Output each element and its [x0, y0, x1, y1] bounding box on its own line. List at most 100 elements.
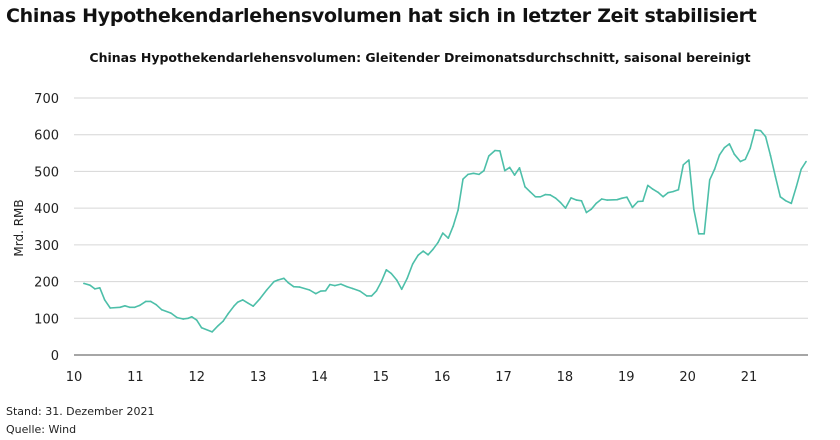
data-point [417, 254, 420, 256]
data-point [606, 199, 609, 201]
data-point [549, 194, 551, 196]
data-point [333, 284, 336, 287]
data-point [682, 164, 685, 166]
footer-date: Stand: 31. Dezember 2021 [6, 405, 155, 418]
data-point [800, 168, 802, 171]
data-point [265, 289, 268, 291]
data-point [513, 174, 516, 176]
data-point [359, 290, 361, 292]
data-point [385, 269, 388, 271]
x-tick-label: 15 [373, 370, 390, 385]
data-point [534, 195, 537, 198]
data-point [657, 191, 659, 194]
data-point [462, 178, 464, 180]
data-point [94, 288, 96, 290]
data-point [554, 197, 557, 200]
data-point [314, 292, 317, 295]
data-point [790, 202, 793, 205]
x-tick-label: 10 [66, 370, 83, 385]
data-point [795, 186, 798, 188]
data-point [149, 300, 152, 303]
data-point [191, 316, 193, 318]
x-tick-label: 12 [188, 370, 205, 385]
chart-title: Chinas Hypothekendarlehensvolumen: Gleit… [89, 50, 751, 65]
data-point [144, 300, 147, 303]
data-point [365, 295, 368, 297]
data-point [346, 285, 348, 288]
data-point [524, 186, 526, 188]
data-point [241, 299, 244, 301]
data-point [590, 208, 593, 211]
data-point [170, 312, 172, 314]
data-point [600, 198, 603, 200]
data-point [437, 241, 439, 244]
data-point [98, 287, 101, 289]
data-point [119, 306, 121, 309]
data-point [176, 316, 178, 319]
data-point [467, 173, 469, 176]
y-axis-label: Mrd. RMB [12, 199, 26, 256]
data-point [494, 149, 496, 152]
x-tick-label: 18 [557, 370, 574, 385]
data-point [211, 331, 213, 333]
data-point [103, 299, 106, 301]
data-point [395, 279, 398, 281]
data-point [585, 211, 588, 214]
data-point [805, 160, 807, 163]
data-point [299, 286, 301, 288]
data-point [441, 232, 444, 234]
data-point [124, 305, 126, 307]
data-point [457, 209, 459, 211]
data-point [422, 250, 424, 252]
data-point [637, 200, 639, 203]
data-point [697, 233, 700, 235]
data-point [222, 320, 224, 323]
data-point [83, 282, 85, 285]
data-point [539, 195, 542, 198]
data-point [651, 188, 654, 190]
data-point [575, 199, 578, 201]
data-point [246, 302, 249, 304]
x-tick-label: 16 [434, 370, 451, 385]
data-point [427, 253, 429, 256]
x-tick-label: 21 [741, 370, 758, 385]
data-point [259, 298, 261, 300]
data-point [138, 304, 141, 307]
y-tick-label: 100 [34, 312, 59, 327]
data-point [503, 169, 506, 172]
y-tick-label: 0 [51, 349, 59, 364]
data-point [646, 184, 649, 187]
data-point [447, 237, 450, 240]
data-point [233, 305, 235, 307]
x-tick-label: 19 [618, 370, 635, 385]
data-point [631, 206, 634, 209]
x-tick-label: 20 [679, 370, 696, 385]
data-point [744, 158, 747, 161]
data-point [779, 195, 782, 198]
data-point [406, 277, 409, 280]
data-point [195, 319, 198, 321]
data-point [728, 143, 731, 145]
page-title: Chinas Hypothekendarlehensvolumen hat si… [6, 5, 757, 27]
data-point [380, 280, 383, 283]
data-point [411, 263, 414, 265]
data-point [217, 324, 220, 327]
data-point [621, 197, 623, 200]
data-point [319, 290, 322, 292]
data-point [749, 147, 752, 150]
data-point [375, 289, 378, 292]
data-point [739, 160, 742, 163]
data-point [616, 198, 618, 201]
footer-source: Quelle: Wind [6, 423, 77, 436]
data-point [237, 301, 239, 303]
data-point [642, 200, 644, 202]
data-point [733, 153, 736, 155]
data-point [754, 129, 756, 131]
data-point [133, 306, 136, 309]
data-point [109, 307, 112, 309]
data-point [508, 166, 511, 169]
data-point [662, 195, 664, 198]
data-point [370, 295, 373, 297]
y-tick-label: 600 [34, 129, 59, 144]
